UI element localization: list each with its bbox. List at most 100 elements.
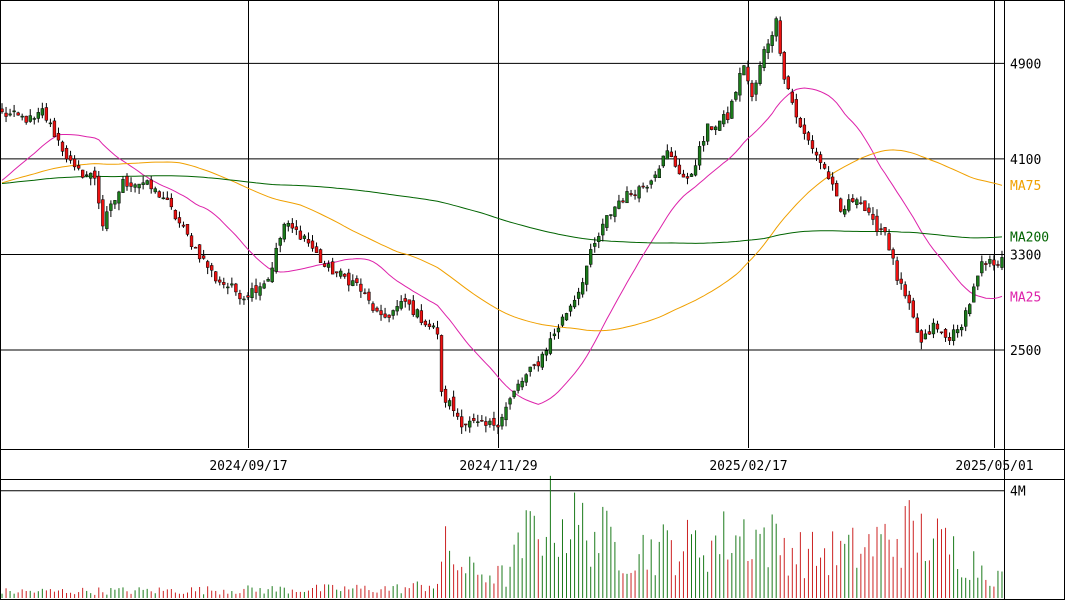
candle-body (472, 418, 476, 421)
candle-body (903, 284, 907, 297)
candle-body (339, 270, 343, 277)
candle-body (314, 246, 319, 253)
candle-body (661, 155, 665, 167)
candle-body (794, 99, 799, 118)
candle-body (536, 361, 540, 367)
candle-body (407, 299, 411, 305)
candle-body (697, 146, 702, 166)
candle-body (625, 191, 629, 204)
volume-tick-label: 4M (1010, 485, 1026, 500)
ma-label-ma75: MA75 (1010, 179, 1041, 194)
candle-body (125, 176, 129, 187)
candle-body (93, 170, 97, 179)
candle-body (197, 244, 202, 260)
candle-body (657, 168, 661, 178)
candle-body (580, 282, 585, 295)
candle-body (355, 278, 359, 283)
candle-body (826, 171, 831, 180)
candle-body (560, 316, 565, 326)
candle-body (750, 82, 754, 97)
candle-body (48, 122, 53, 125)
candle-body (286, 222, 290, 227)
candle-body (318, 249, 323, 263)
candle-body (839, 198, 843, 212)
candle-body (68, 155, 73, 161)
candle-body (576, 291, 581, 299)
candle-body (234, 283, 238, 293)
candle-body (274, 247, 278, 272)
candle-body (992, 259, 996, 266)
candle-body (806, 132, 811, 141)
candle-body (891, 249, 895, 259)
candle-body (24, 115, 28, 123)
candle-body (859, 202, 863, 204)
candle-body (830, 176, 835, 185)
candle-body (250, 288, 254, 298)
candle-body (730, 100, 734, 119)
candle-body (774, 18, 778, 37)
candle-body (141, 182, 145, 185)
candle-body (149, 179, 153, 190)
candle-body (468, 420, 472, 428)
candle-body (738, 73, 742, 96)
candle-body (347, 272, 351, 286)
candle-body (701, 141, 706, 146)
candle-body (879, 228, 883, 230)
candle-body (101, 199, 105, 227)
date-tick-label: 2025/05/01 (955, 459, 1033, 474)
candle-body (85, 174, 89, 176)
candle-body (552, 333, 557, 337)
candle-body (649, 180, 653, 185)
candle-body (246, 295, 250, 298)
candle-body (415, 309, 419, 318)
candle-body (681, 173, 686, 178)
candle-body (790, 91, 794, 103)
candle-body (262, 283, 266, 289)
candle-body (480, 420, 484, 422)
candle-body (988, 259, 992, 264)
candle-body (544, 350, 549, 356)
candle-body (951, 329, 956, 341)
candle-body (710, 126, 714, 130)
candle-body (887, 233, 891, 251)
candle-body (375, 307, 379, 312)
candle-body (980, 261, 984, 274)
candle-body (89, 172, 93, 179)
price-tick-label: 2500 (1010, 344, 1041, 359)
candle-body (266, 278, 270, 282)
candle-body (907, 294, 911, 304)
candle-body (758, 64, 762, 84)
candle-body (955, 329, 960, 334)
candle-body (665, 150, 669, 160)
candle-body (568, 305, 573, 312)
candle-body (613, 206, 617, 217)
candle-body (242, 298, 246, 301)
ma-line-ma200 (1, 175, 1003, 244)
candle-body (855, 199, 859, 205)
candle-body (310, 240, 315, 249)
candle-body (423, 320, 428, 326)
date-tick-label: 2024/09/17 (209, 459, 287, 474)
candle-body (947, 337, 952, 341)
candle-body (883, 227, 887, 233)
candle-body (935, 323, 940, 330)
candle-body (960, 327, 964, 331)
price-tick-label: 3300 (1010, 248, 1041, 263)
candle-body (282, 223, 286, 240)
candle-body (161, 197, 165, 200)
candle-body (927, 331, 932, 335)
candle-body (996, 264, 1000, 266)
candle-body (431, 325, 436, 328)
candle-body (911, 300, 915, 318)
candle-body (254, 285, 258, 293)
candle-body (645, 186, 649, 189)
candle-body (64, 147, 69, 160)
candle-body (403, 298, 407, 302)
candle-body (105, 211, 109, 229)
candle-body (121, 179, 125, 193)
candle-body (746, 66, 750, 82)
candle-body (532, 364, 536, 366)
candle-body (754, 82, 758, 95)
candle-body (52, 120, 57, 138)
